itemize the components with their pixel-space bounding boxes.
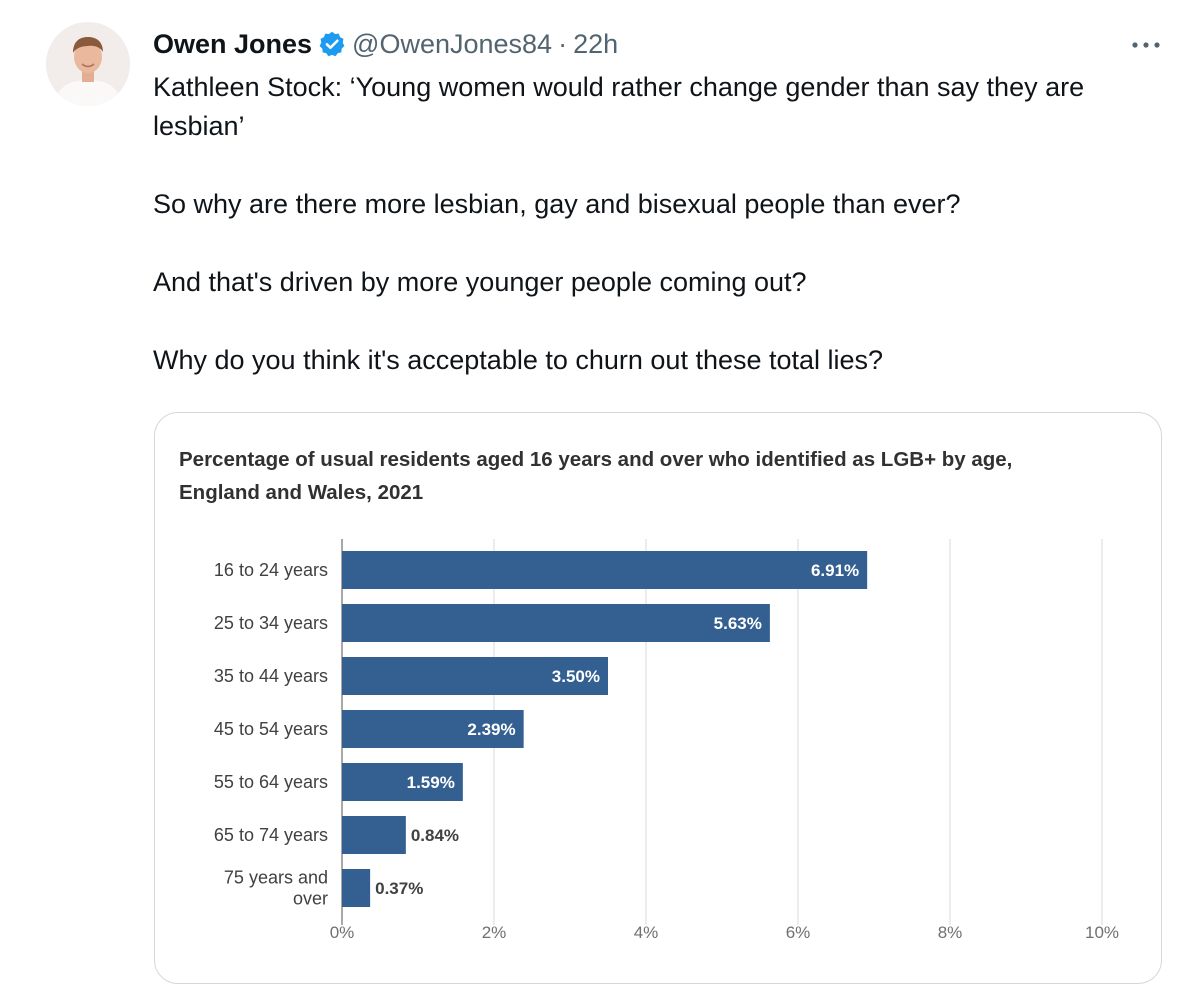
verified-badge-icon: [318, 30, 346, 58]
bar: [342, 604, 770, 642]
category-label: 25 to 34 years: [214, 613, 328, 633]
tweet-paragraph: So why are there more lesbian, gay and b…: [153, 189, 961, 219]
category-label: 65 to 74 years: [214, 825, 328, 845]
category-label: 16 to 24 years: [214, 560, 328, 580]
tweet-timestamp[interactable]: 22h: [573, 28, 619, 59]
bar-chart: 0% 2% 4% 6% 8% 10% 16 to 24 years 6.91% 25 to 34…: [214, 539, 1119, 942]
bar: [342, 657, 608, 695]
category-label: over: [293, 889, 328, 909]
data-label: 6.91%: [811, 561, 859, 580]
category-label: 35 to 44 years: [214, 666, 328, 686]
tweet-paragraph: Kathleen Stock: ‘Young women would rathe…: [153, 72, 1085, 141]
more-options-icon: [1132, 42, 1160, 48]
x-tick-label: 6%: [786, 923, 811, 942]
data-label: 3.50%: [552, 667, 600, 686]
media-card[interactable]: Percentage of usual residents aged 16 ye…: [154, 412, 1162, 984]
author-name[interactable]: Owen Jones: [153, 28, 313, 59]
bar: [342, 869, 371, 907]
data-label: 5.63%: [714, 614, 762, 633]
bar: [342, 710, 524, 748]
data-label: 0.37%: [375, 879, 423, 898]
bar: [342, 816, 406, 854]
avatar[interactable]: [46, 22, 130, 106]
tweet-paragraph: Why do you think it's acceptable to chur…: [153, 345, 884, 375]
tweet-paragraph: And that's driven by more younger people…: [153, 267, 807, 297]
person-avatar-icon: [46, 22, 130, 106]
x-tick-label: 4%: [634, 923, 659, 942]
tweet-header: Owen Jones @OwenJones84 · 22h: [153, 26, 618, 62]
data-label: 2.39%: [467, 720, 515, 739]
chart-title: Percentage of usual residents aged 16 ye…: [179, 448, 1013, 504]
data-label: 1.59%: [407, 773, 455, 792]
x-tick-label: 10%: [1085, 923, 1119, 942]
x-tick-label: 2%: [482, 923, 507, 942]
category-label: 45 to 54 years: [214, 719, 328, 739]
author-handle[interactable]: @OwenJones84: [352, 28, 553, 59]
tweet-text: Kathleen Stock: ‘Young women would rathe…: [153, 68, 1183, 380]
x-tick-label: 0%: [330, 923, 355, 942]
category-label: 75 years and: [224, 868, 328, 888]
category-label: 55 to 64 years: [214, 772, 328, 792]
bar: [342, 763, 463, 801]
data-label: 0.84%: [411, 826, 459, 845]
more-options-button[interactable]: [1126, 30, 1166, 60]
bar: [342, 551, 868, 589]
x-tick-label: 8%: [938, 923, 963, 942]
header-separator: ·: [558, 28, 568, 59]
